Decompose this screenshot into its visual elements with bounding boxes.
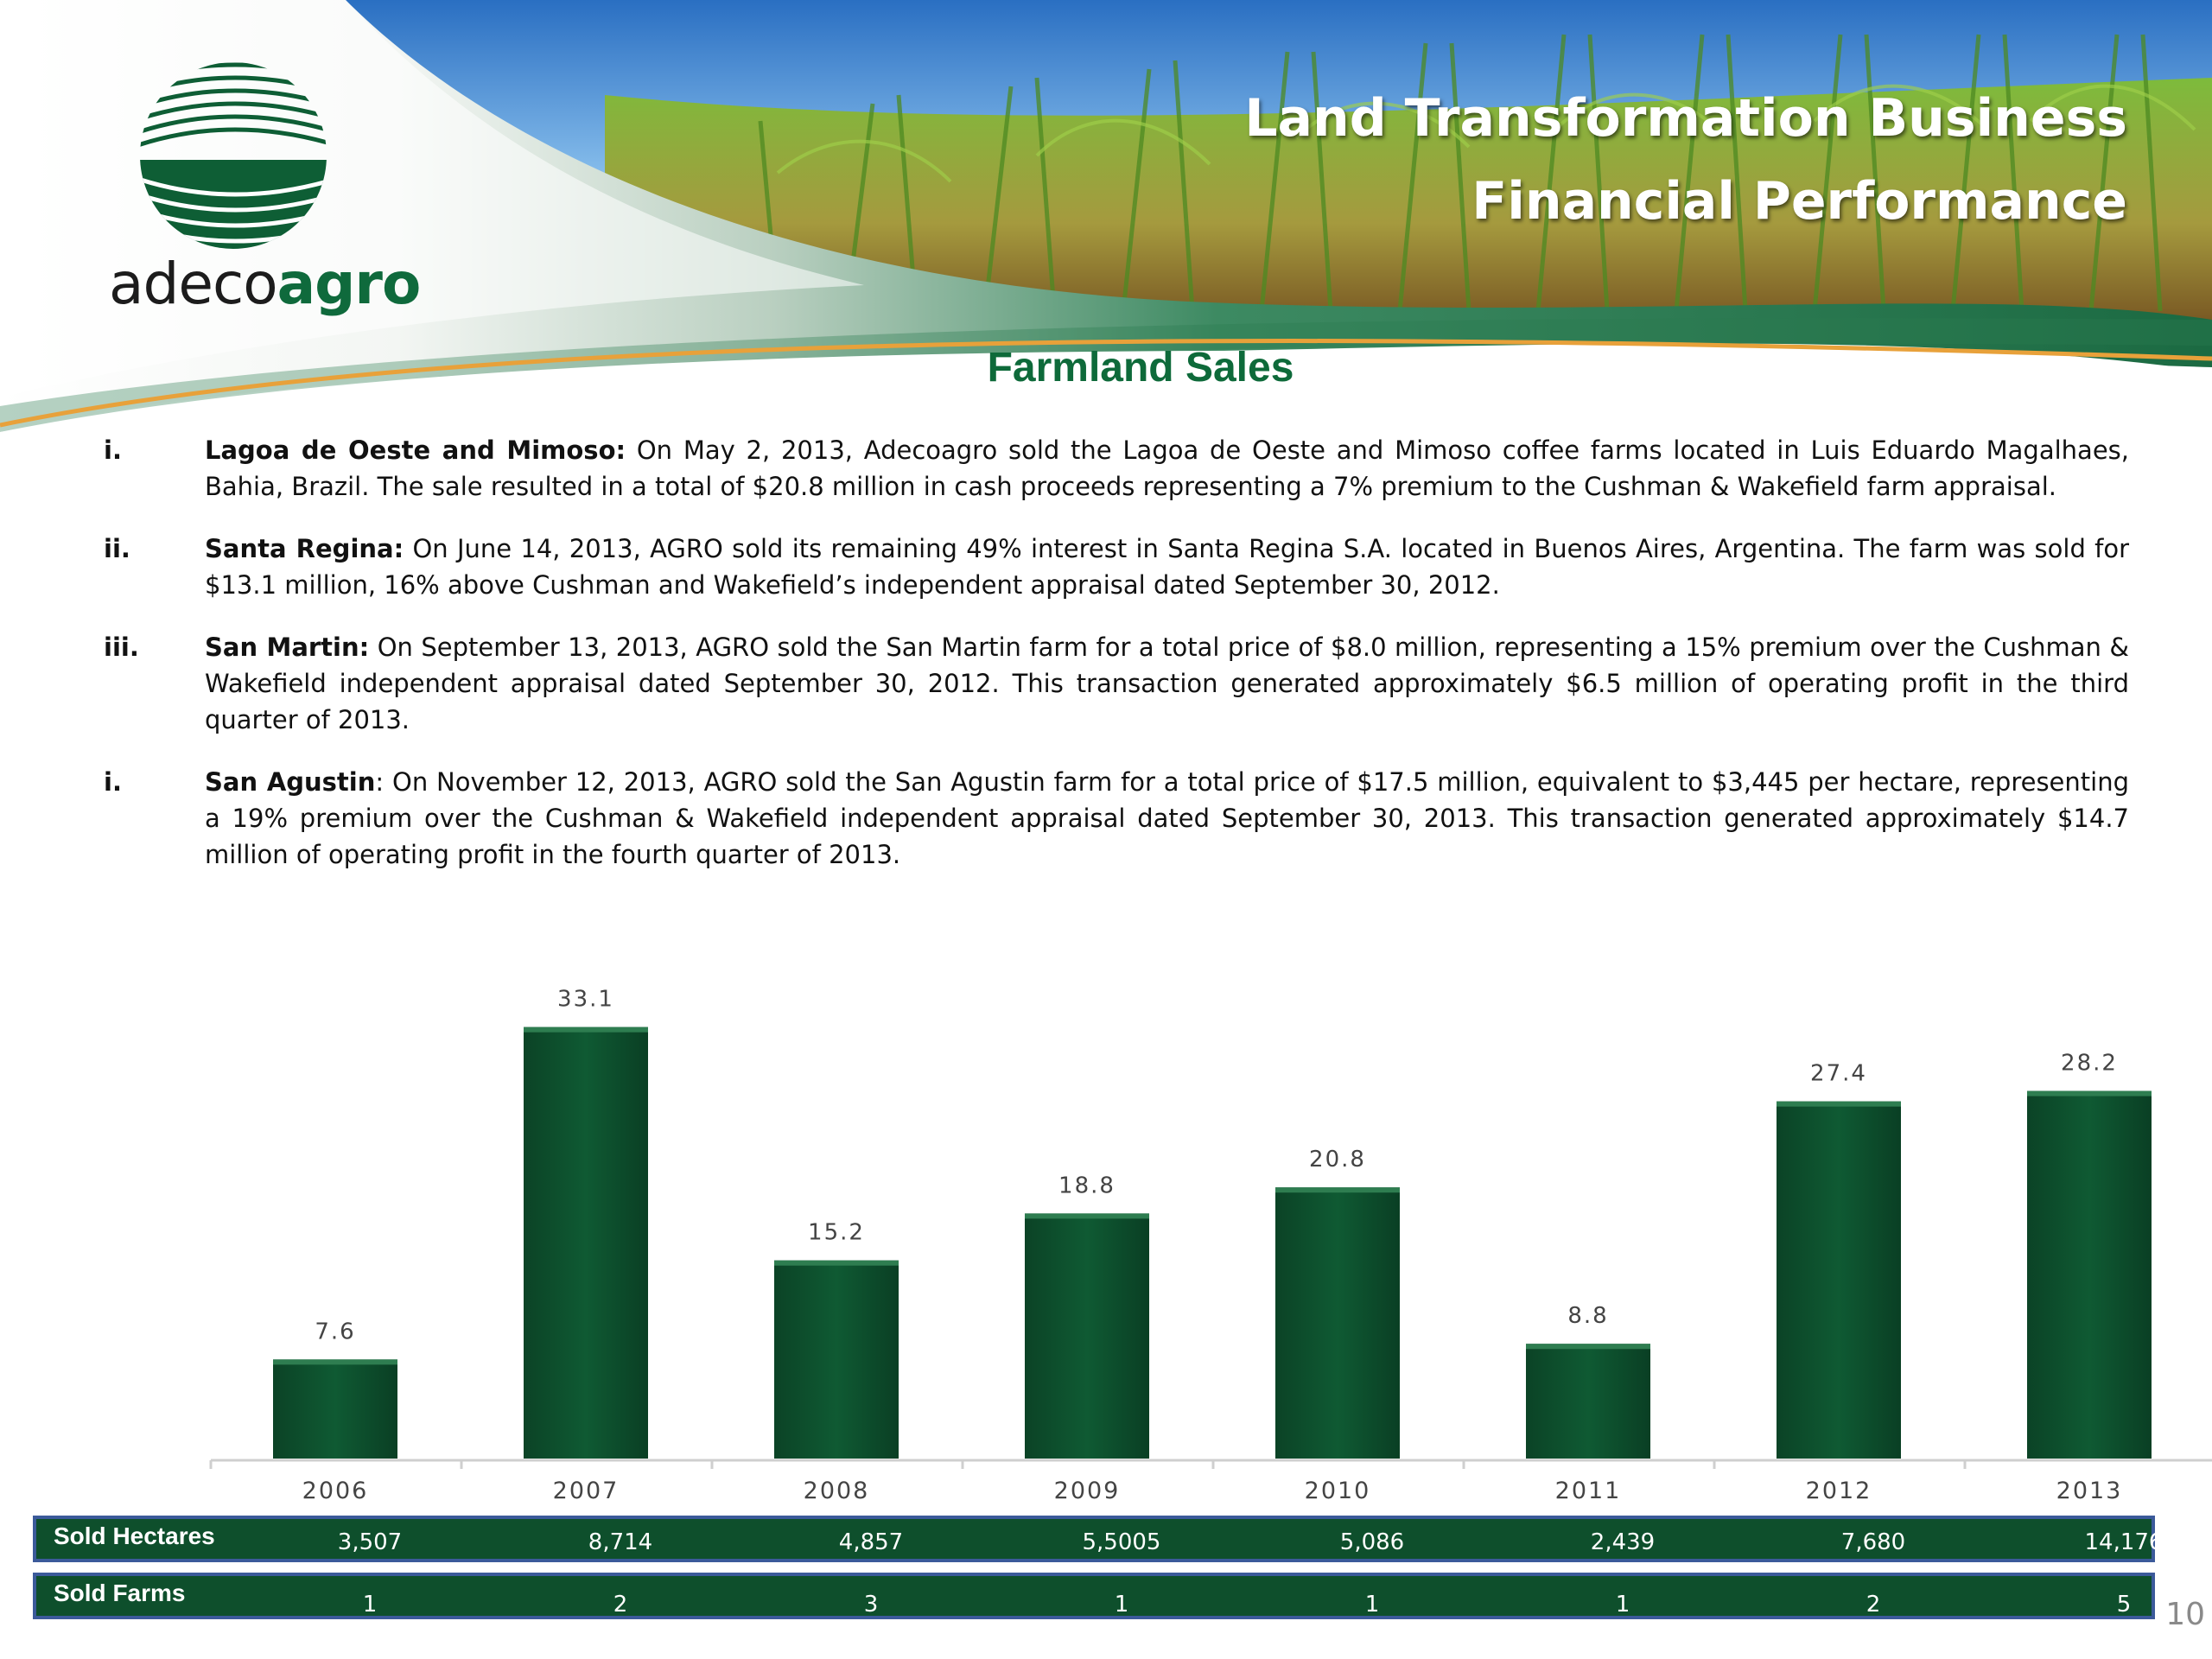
table-cell: 14,176 [2084, 1529, 2164, 1555]
table-cell: 4,857 [838, 1529, 904, 1555]
section-title: Farmland Sales [987, 345, 1294, 391]
bars-group [273, 1027, 2152, 1459]
page-title-line1: Land Transformation Business [1244, 88, 2127, 149]
data-label-2012: 27.4 [1810, 1061, 1867, 1087]
bar-2012 [1777, 1101, 1901, 1459]
page-number: 10 [2165, 1597, 2205, 1632]
data-label-2011: 8.8 [1567, 1303, 1608, 1329]
list-item-text: Lagoa de Oeste and Mimoso: On May 2, 201… [205, 432, 2129, 505]
table-cell: 1 [1114, 1592, 1129, 1618]
list-marker: ii. [104, 534, 130, 563]
table-cell: 2,439 [1590, 1529, 1656, 1555]
table-cell: 2 [1866, 1592, 1881, 1618]
data-label-2007: 33.1 [557, 987, 614, 1013]
bar-2011 [1526, 1344, 1650, 1459]
value-labels-group: 7.6 33.1 15.2 18.8 20.8 8.8 27.4 28.2 [315, 987, 2118, 1345]
farmland-sales-chart: 7.633.115.218.820.88.827.4 28.2 2006 2007 2… [209, 987, 2212, 1504]
sale-name: San Martin: [205, 632, 370, 662]
list-item: i. San Agustin: On November 12, 2013, AG… [104, 764, 2129, 873]
table-cell: 1 [1364, 1592, 1380, 1618]
x-tick-label-2010: 2010 [1305, 1478, 1371, 1504]
sales-list: i. Lagoa de Oeste and Mimoso: On May 2, … [104, 432, 2129, 899]
list-item: iii. San Martin: On September 13, 2013, … [104, 629, 2129, 738]
sale-name: Santa Regina: [205, 534, 404, 563]
bar-2009 [1025, 1213, 1149, 1459]
data-label-2013: 28.2 [2061, 1051, 2118, 1077]
list-item: ii. Santa Regina: On June 14, 2013, AGRO… [104, 531, 2129, 603]
data-label-2006: 7.6 [315, 1319, 355, 1344]
sale-name: Lagoa de Oeste and Mimoso: [205, 435, 626, 465]
sale-description: : On November 12, 2013, AGRO sold the Sa… [205, 767, 2129, 869]
table-cell: 3 [863, 1592, 879, 1618]
bar-2008 [774, 1260, 899, 1459]
sold-farms-row: Sold Farms 1 2 3 1 1 1 2 5 [33, 1573, 2155, 1619]
bar-2013 [2027, 1090, 2152, 1459]
brand-regular: adeco [109, 251, 278, 317]
list-item-text: San Martin: On September 13, 2013, AGRO … [205, 629, 2129, 738]
header-banner [0, 0, 2212, 449]
x-tick-label-2009: 2009 [1054, 1478, 1121, 1504]
bar-top-highlight [2027, 1090, 2152, 1096]
table-cell: 7,680 [1840, 1529, 1906, 1555]
row-label: Sold Hectares [54, 1522, 215, 1549]
bar-top-highlight [1025, 1213, 1149, 1219]
x-tick-label-2008: 2008 [804, 1478, 870, 1504]
row-label: Sold Farms [54, 1580, 186, 1606]
list-item: i. Lagoa de Oeste and Mimoso: On May 2, … [104, 432, 2129, 505]
x-tick-label-2006: 2006 [302, 1478, 369, 1504]
x-tick-label-2007: 2007 [553, 1478, 620, 1504]
bar-top-highlight [524, 1027, 648, 1033]
bar-2007 [524, 1027, 648, 1459]
table-cell: 5,086 [1339, 1529, 1405, 1555]
x-axis [209, 1459, 2212, 1469]
bar-top-highlight [1526, 1344, 1650, 1350]
table-cell: 5,5005 [1082, 1529, 1161, 1555]
adecoagro-logo-icon [140, 62, 327, 249]
sold-hectares-row: Sold Hectares 3,507 8,714 4,857 5,5005 5,086… [33, 1516, 2163, 1562]
table-cell: 2 [613, 1592, 628, 1618]
table-cell: 1 [1615, 1592, 1630, 1618]
sale-description: On May 2, 2013, Adecoagro sold the Lagoa… [205, 435, 2129, 501]
brand-bold: agro [276, 251, 422, 317]
bar-top-highlight [1275, 1187, 1400, 1193]
bar-2010 [1275, 1187, 1400, 1459]
x-tick-label-2013: 2013 [2056, 1478, 2123, 1504]
bar-top-highlight [273, 1359, 397, 1365]
data-label-2009: 18.8 [1058, 1173, 1116, 1198]
list-item-text: Santa Regina: On June 14, 2013, AGRO sol… [205, 531, 2129, 603]
brand-wordmark: adecoagro [109, 251, 422, 317]
sale-description: On June 14, 2013, AGRO sold its remainin… [205, 534, 2130, 600]
bar-top-highlight [1777, 1101, 1901, 1107]
bar-2006 [273, 1359, 397, 1459]
x-tick-labels-group: 2006 2007 2008 2009 2010 2011 2012 2013 [302, 1478, 2123, 1504]
list-marker: iii. [104, 632, 139, 662]
data-label-2010: 20.8 [1309, 1147, 1366, 1173]
x-tick-label-2012: 2012 [1806, 1478, 1872, 1504]
table-cell: 8,714 [588, 1529, 653, 1555]
page-title-line2: Financial Performance [1471, 171, 2127, 232]
data-label-2008: 15.2 [808, 1220, 865, 1246]
table-cell: 3,507 [337, 1529, 403, 1555]
list-item-text: San Agustin: On November 12, 2013, AGRO … [205, 764, 2129, 873]
table-cell: 5 [2116, 1592, 2132, 1618]
table-cell: 1 [362, 1592, 378, 1618]
sale-description: On September 13, 2013, AGRO sold the San… [205, 632, 2129, 734]
list-marker: i. [104, 435, 122, 465]
x-tick-label-2011: 2011 [1555, 1478, 1622, 1504]
list-marker: i. [104, 767, 122, 797]
bar-top-highlight [774, 1260, 899, 1266]
sale-name: San Agustin [205, 767, 376, 797]
